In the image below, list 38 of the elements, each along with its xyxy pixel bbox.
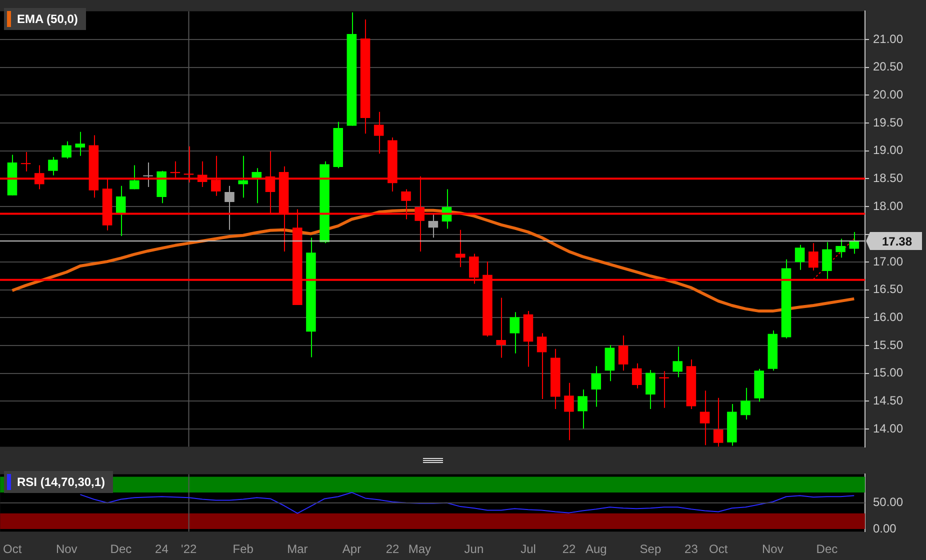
y-tick-label: 16.50	[873, 282, 904, 296]
x-tick-label: May	[408, 542, 431, 556]
legend-label: RSI (14,70,30,1)	[17, 475, 106, 489]
x-tick-label: 22	[562, 542, 576, 556]
y-tick-label: 20.50	[873, 60, 904, 74]
x-tick-label: Feb	[232, 542, 254, 556]
y-tick-label: 14.00	[873, 421, 904, 436]
x-tick-label: 24	[155, 542, 169, 556]
y-tick-label: 17.00	[873, 254, 904, 268]
x-tick-label: Nov	[762, 542, 784, 556]
y-tick-label: 18.50	[873, 170, 904, 185]
ref-line-label: 17.38	[882, 234, 912, 248]
y-tick-label: 21.00	[873, 32, 904, 46]
y-tick-label: 16.00	[873, 310, 904, 324]
x-tick-label: Apr	[342, 542, 362, 556]
x-tick-label: Aug	[585, 542, 607, 556]
x-tick-label: Dec	[110, 542, 132, 556]
x-tick-label: Oct	[709, 542, 728, 556]
y-tick-label: 15.00	[873, 366, 904, 380]
x-tick-label: '22	[181, 542, 197, 556]
x-tick-label: Oct	[3, 542, 22, 556]
x-tick-label: Dec	[816, 542, 838, 556]
x-tick-label: Jul	[520, 542, 536, 556]
y-tick-label: 19.00	[873, 143, 904, 158]
y-tick-label: 14.50	[873, 393, 904, 408]
y-tick-label: 20.00	[873, 88, 904, 102]
y-tick-label: 15.50	[873, 338, 904, 352]
x-tick-label: 22	[386, 542, 400, 556]
x-tick-label: 23	[684, 542, 698, 556]
y-tick-label: 19.50	[873, 115, 904, 130]
legend-label: EMA (50,0)	[17, 12, 78, 26]
y-tick-label: 18.00	[873, 198, 904, 213]
y-tick-label: 50.00	[873, 495, 904, 510]
x-tick-label: Sep	[640, 542, 662, 556]
x-tick-label: Jun	[464, 542, 484, 556]
y-tick-label: 0.00	[873, 521, 897, 536]
x-tick-label: Nov	[56, 542, 78, 556]
x-tick-label: Mar	[287, 542, 308, 556]
